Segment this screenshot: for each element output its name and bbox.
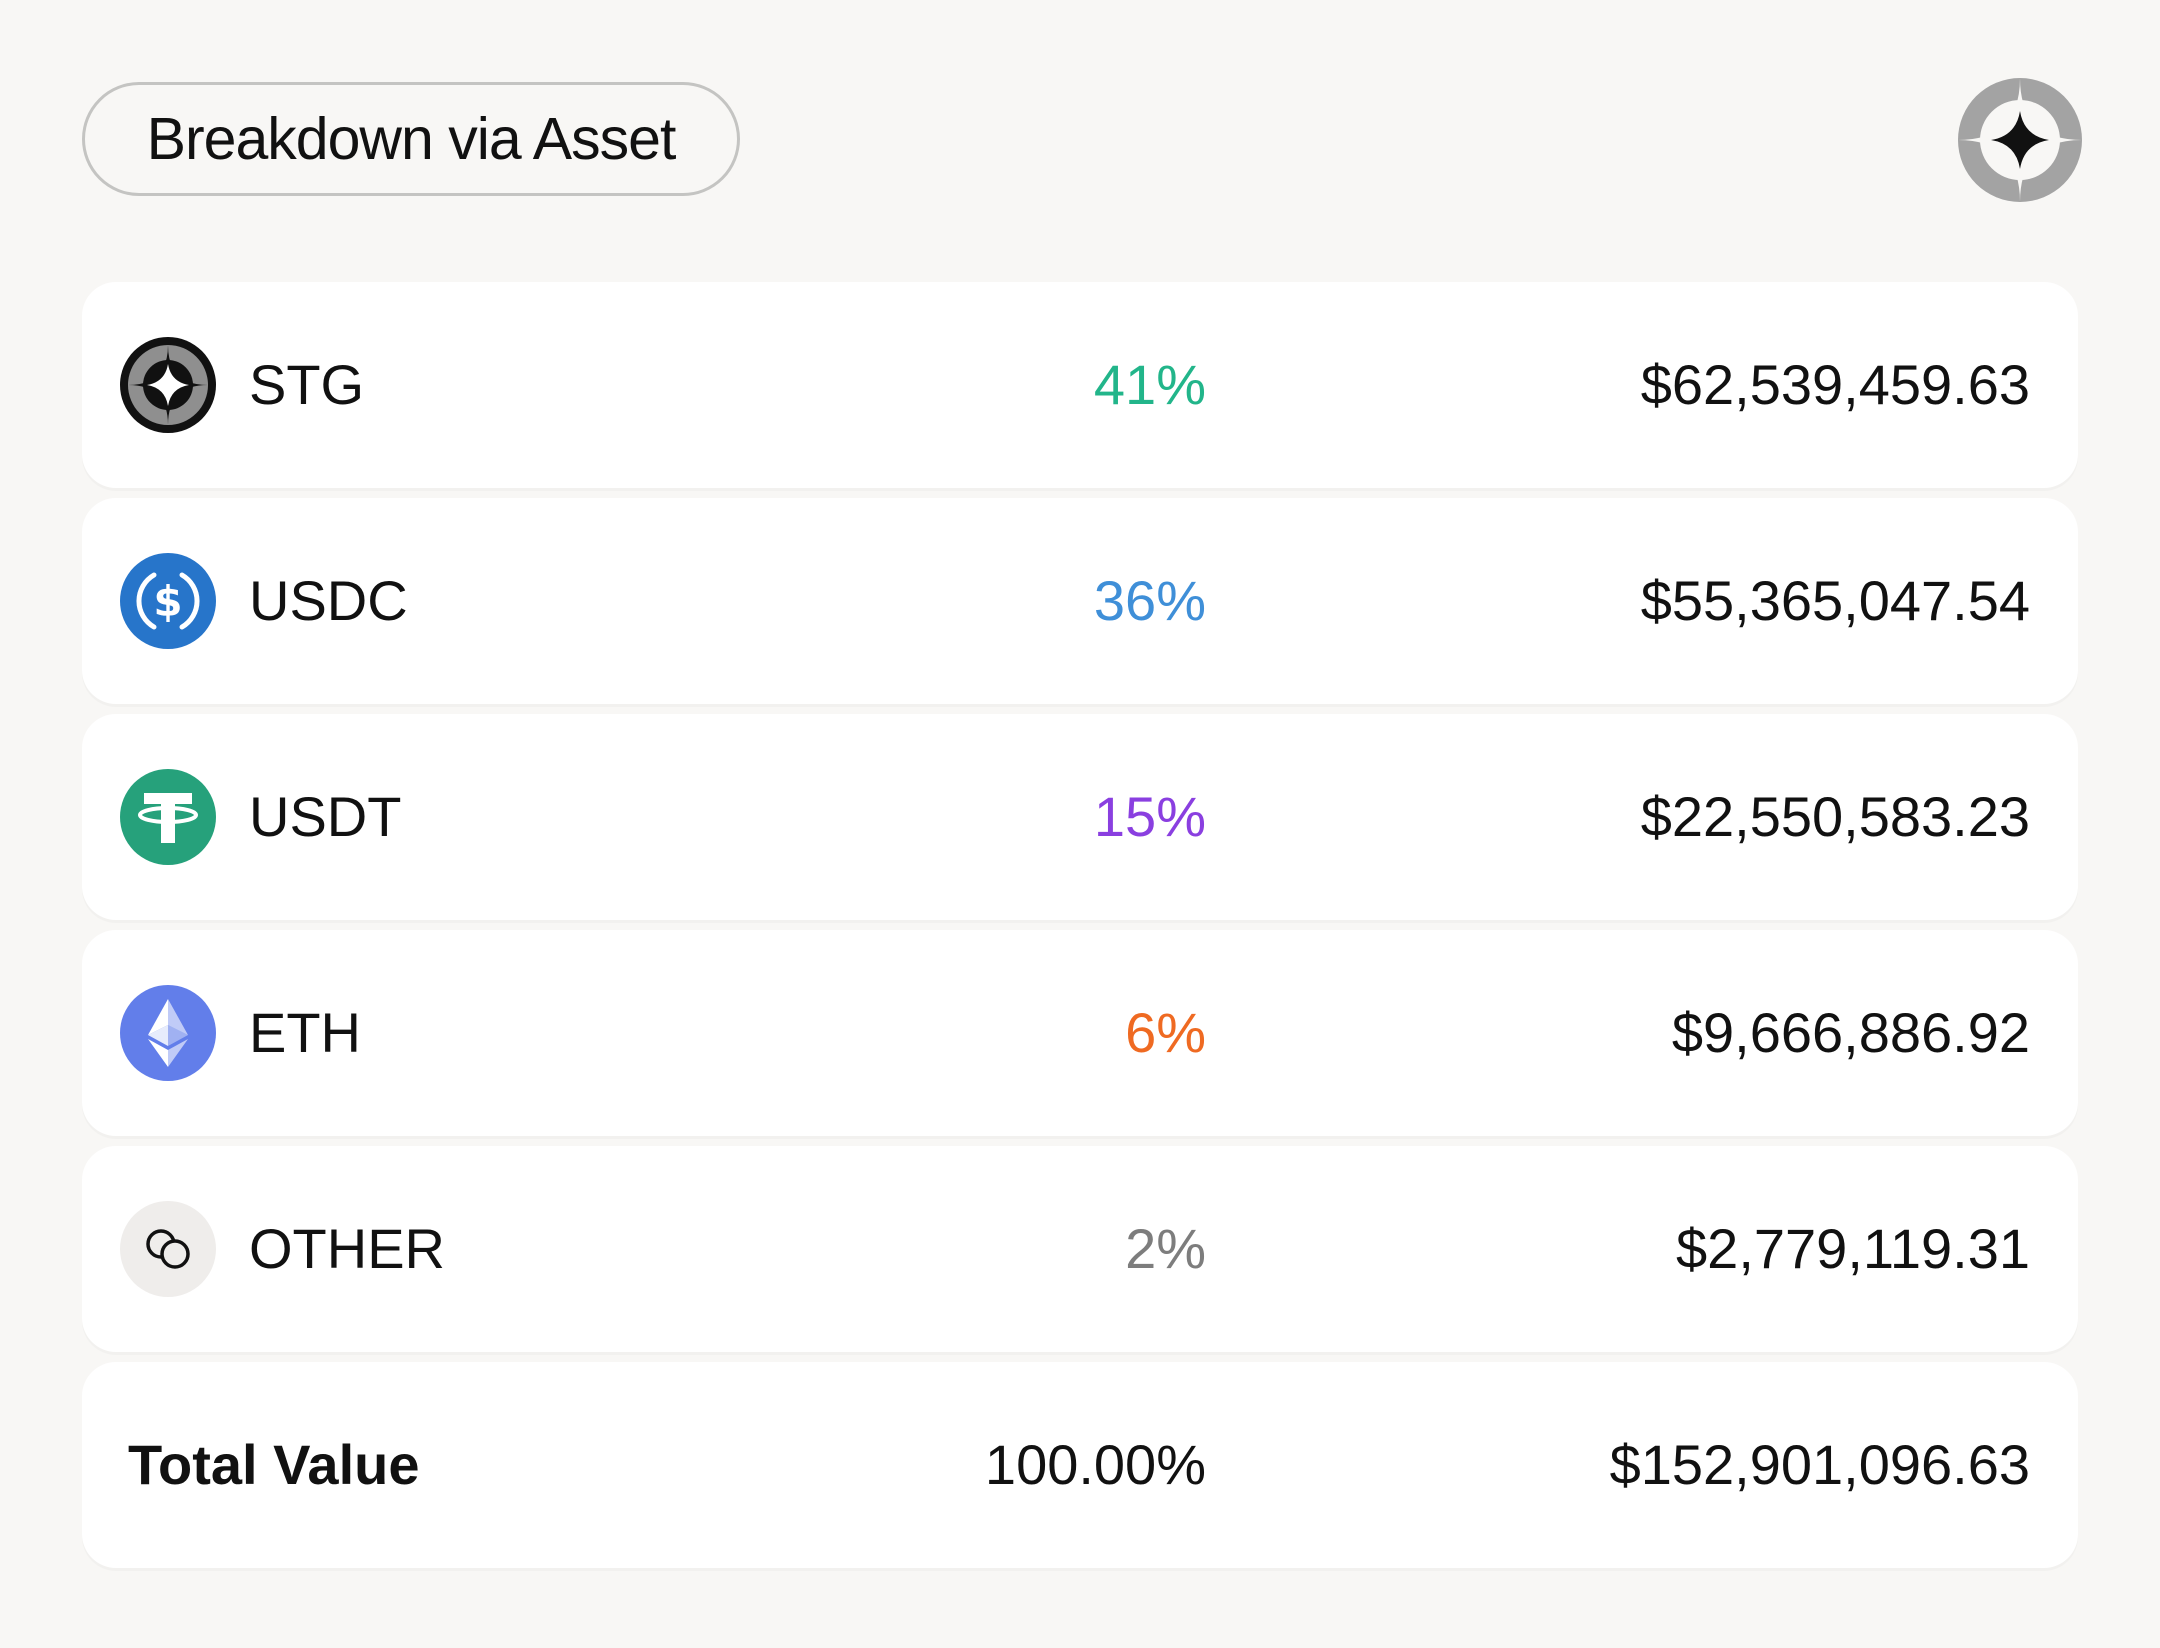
- svg-text:$: $: [153, 577, 182, 626]
- total-value-row: Total Value 100.00% $152,901,096.63: [82, 1362, 2078, 1568]
- asset-row-eth[interactable]: ETH 6% $9,666,886.92: [82, 930, 2078, 1136]
- asset-percent: 36%: [1093, 569, 1206, 632]
- usdt-icon: [120, 769, 216, 865]
- asset-symbol: OTHER: [249, 1217, 445, 1280]
- asset-row-other[interactable]: OTHER 2% $2,779,119.31: [82, 1146, 2078, 1352]
- total-amount: $152,901,096.63: [1609, 1433, 2030, 1496]
- asset-percent: 41%: [1093, 353, 1206, 416]
- asset-amount: $62,539,459.63: [1640, 353, 2030, 416]
- coins-icon: [120, 1201, 216, 1297]
- total-percent: 100.00%: [984, 1433, 1206, 1496]
- stargate-logo-icon: [1958, 78, 2082, 202]
- asset-symbol: USDC: [249, 569, 408, 632]
- asset-percent: 15%: [1093, 785, 1206, 848]
- asset-amount: $9,666,886.92: [1671, 1001, 2030, 1064]
- asset-percent: 6%: [1125, 1001, 1206, 1064]
- asset-amount: $2,779,119.31: [1676, 1217, 2030, 1280]
- asset-symbol: USDT: [249, 785, 402, 848]
- asset-row-stg[interactable]: STG 41% $62,539,459.63: [82, 282, 2078, 488]
- usdc-icon: $: [120, 553, 216, 649]
- asset-percent: 2%: [1125, 1217, 1206, 1280]
- eth-icon: [120, 985, 216, 1081]
- total-label: Total Value: [128, 1433, 420, 1496]
- asset-symbol: ETH: [249, 1001, 361, 1064]
- asset-amount: $55,365,047.54: [1640, 569, 2030, 632]
- asset-amount: $22,550,583.23: [1640, 785, 2030, 848]
- stg-icon: [120, 337, 216, 433]
- asset-symbol: STG: [249, 353, 365, 416]
- breakdown-title-pill[interactable]: Breakdown via Asset: [82, 82, 740, 196]
- asset-row-usdt[interactable]: USDT 15% $22,550,583.23: [82, 714, 2078, 920]
- asset-breakdown-list: STG 41% $62,539,459.63 $ USDC 36% $55,36…: [82, 282, 2078, 1578]
- asset-row-usdc[interactable]: $ USDC 36% $55,365,047.54: [82, 498, 2078, 704]
- breakdown-title: Breakdown via Asset: [146, 106, 677, 172]
